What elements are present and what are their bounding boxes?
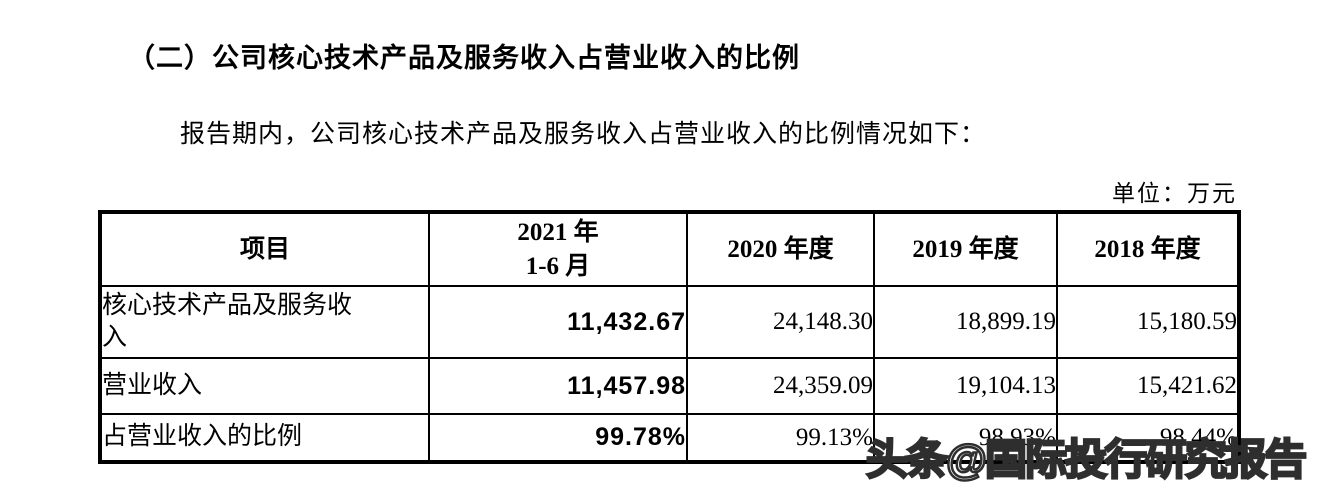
cell-ratio-2019: 98.93% xyxy=(873,413,1058,463)
header-2021-h1: 2021 年 1-6 月 xyxy=(428,211,688,287)
table-row: 营业收入 11,457.98 24,359.09 19,104.13 15,42… xyxy=(99,357,1240,415)
header-2020: 2020 年度 xyxy=(686,211,875,287)
cell-oper-2020: 24,359.09 xyxy=(686,357,875,415)
section-heading: （二）公司核心技术产品及服务收入占营业收入的比例 xyxy=(128,43,800,73)
cell-core-2019: 18,899.19 xyxy=(873,285,1058,359)
cell-oper-2019: 19,104.13 xyxy=(873,357,1058,415)
header-2019: 2019 年度 xyxy=(873,211,1058,287)
row-label-core-revenue: 核心技术产品及服务收 入 xyxy=(99,285,430,359)
cell-ratio-2018: 98.44% xyxy=(1056,413,1240,463)
unit-label: 单位：万元 xyxy=(1112,181,1237,206)
watermark-toutiao: 头条@国际投行研究报告 xyxy=(865,435,1308,484)
table-header-row: 项目 2021 年 1-6 月 2020 年度 2019 年度 2018 年度 xyxy=(99,211,1240,287)
cell-ratio-2020: 99.13% xyxy=(686,413,875,463)
intro-paragraph: 报告期内，公司核心技术产品及服务收入占营业收入的比例情况如下： xyxy=(180,121,987,148)
cell-oper-2021: 11,457.98 xyxy=(428,357,688,415)
cell-core-2021: 11,432.67 xyxy=(428,285,688,359)
table-row: 核心技术产品及服务收 入 11,432.67 24,148.30 18,899.… xyxy=(99,285,1240,359)
header-item: 项目 xyxy=(99,211,430,287)
row-label-operating-revenue: 营业收入 xyxy=(99,357,430,415)
row-label-ratio: 占营业收入的比例 xyxy=(99,413,430,463)
table-row: 占营业收入的比例 99.78% 99.13% 98.93% 98.44% xyxy=(99,413,1240,463)
header-2018: 2018 年度 xyxy=(1056,211,1240,287)
revenue-ratio-table: 项目 2021 年 1-6 月 2020 年度 2019 年度 2018 年度 … xyxy=(98,210,1241,464)
cell-core-2018: 15,180.59 xyxy=(1056,285,1240,359)
cell-oper-2018: 15,421.62 xyxy=(1056,357,1240,415)
cell-ratio-2021: 99.78% xyxy=(428,413,688,463)
cell-core-2020: 24,148.30 xyxy=(686,285,875,359)
